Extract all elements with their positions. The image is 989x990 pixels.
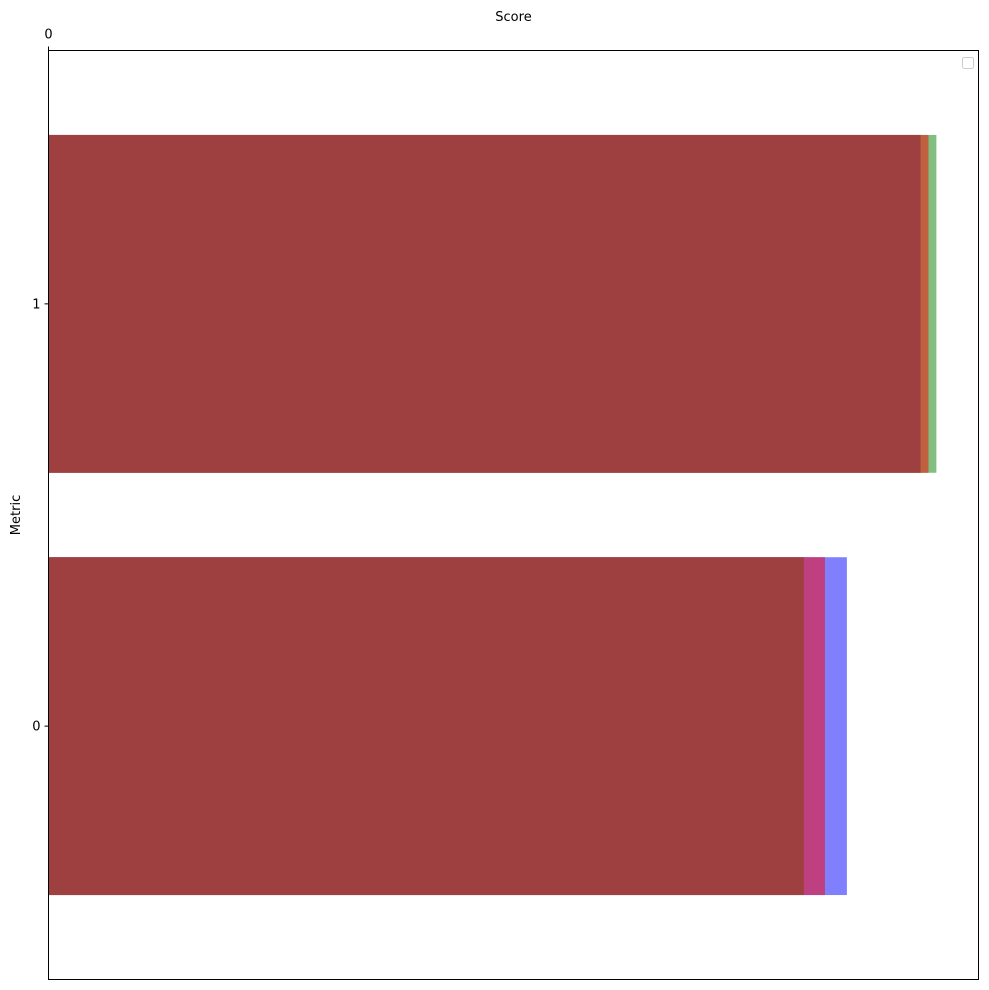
y-axis-label: Metric — [9, 495, 24, 535]
legend-box — [962, 57, 974, 69]
bar-series-4-category-0 — [48, 557, 804, 896]
axes-layer: 0 1 0 — [32, 28, 979, 980]
x-tick-label: 0 — [44, 28, 52, 43]
bar-series-4-category-1 — [48, 134, 921, 473]
plot-frame — [48, 50, 979, 980]
y-tick-label: 0 — [32, 720, 40, 735]
y-tick-label: 1 — [32, 297, 40, 312]
x-axis-label: Score — [495, 10, 531, 25]
bars-layer — [48, 134, 937, 896]
